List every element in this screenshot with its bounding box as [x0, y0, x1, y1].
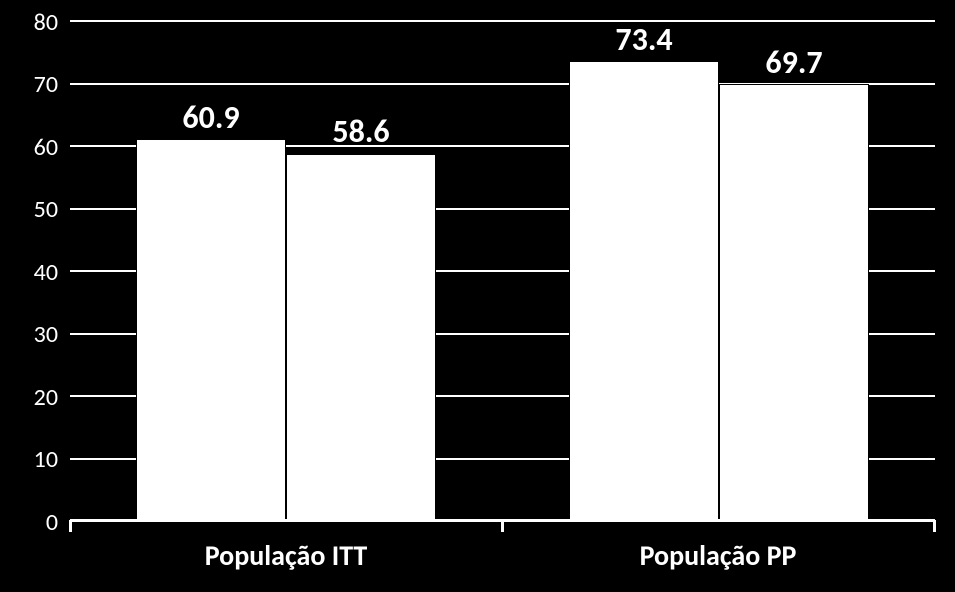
bar: [569, 61, 719, 520]
bar: [719, 84, 869, 520]
y-tick-label: 10: [0, 445, 58, 474]
x-tick-mark: [69, 520, 72, 532]
data-label: 69.7: [719, 43, 869, 82]
x-tick-mark: [501, 520, 504, 532]
data-label: 73.4: [569, 20, 719, 59]
bar: [286, 154, 436, 520]
y-tick-label: 40: [0, 258, 58, 287]
bar-chart: 80 70 60 50 40 30 20 10 0 60.9 58.6 73.4…: [0, 0, 955, 592]
y-tick-label: 0: [0, 508, 58, 537]
bar: [136, 139, 286, 520]
data-label: 58.6: [286, 112, 436, 151]
category-label: População ITT: [70, 538, 502, 573]
y-tick-label: 30: [0, 320, 58, 349]
gridline: [70, 20, 935, 22]
y-tick-label: 80: [0, 8, 58, 37]
category-label: População PP: [502, 538, 934, 573]
y-tick-label: 50: [0, 195, 58, 224]
x-tick-mark: [933, 520, 936, 532]
y-tick-label: 60: [0, 133, 58, 162]
y-tick-label: 20: [0, 383, 58, 412]
y-tick-label: 70: [0, 70, 58, 99]
data-label: 60.9: [136, 98, 286, 137]
